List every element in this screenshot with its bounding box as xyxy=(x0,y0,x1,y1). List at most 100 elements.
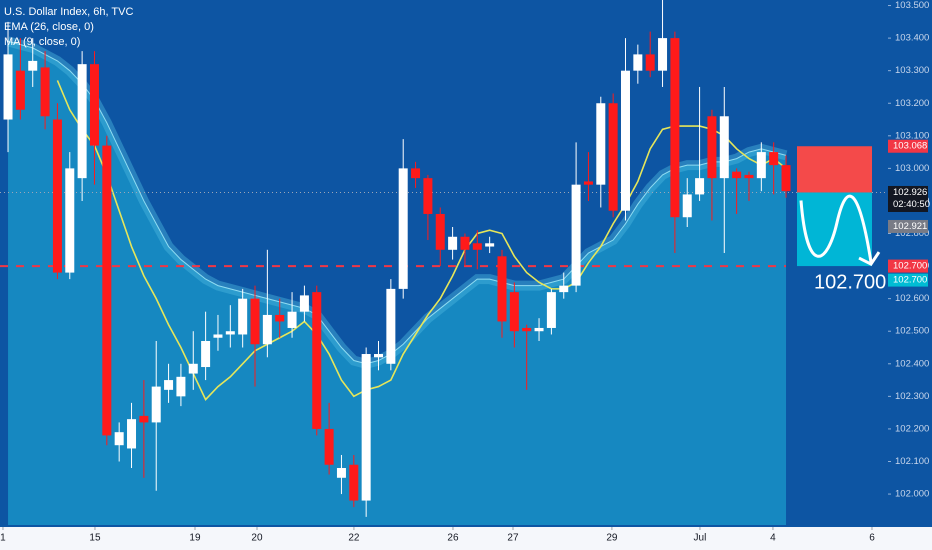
candle-body xyxy=(164,380,174,390)
candle-body xyxy=(769,152,779,166)
candle-body xyxy=(77,64,87,179)
candle-body xyxy=(423,178,433,214)
x-tick-label: 20 xyxy=(251,533,263,544)
candle-body xyxy=(546,292,556,328)
candle-body xyxy=(102,145,112,436)
x-tick-label: 4 xyxy=(770,533,776,544)
candle-body xyxy=(411,168,421,179)
candle-body xyxy=(645,54,655,71)
candle-body xyxy=(28,60,38,71)
price-badge-label: 102.926 xyxy=(893,187,927,198)
countdown: 02:40:50 xyxy=(893,199,930,210)
candle-body xyxy=(497,256,507,322)
y-tick-label: 103.500 xyxy=(895,0,929,11)
candle-body xyxy=(15,70,25,110)
candle-body xyxy=(151,386,161,423)
y-tick-label: 102.500 xyxy=(895,326,929,337)
candle-body xyxy=(571,184,581,286)
candle-body xyxy=(472,243,482,250)
candle-body xyxy=(707,116,717,179)
candle-body xyxy=(52,119,62,273)
x-tick-label: 27 xyxy=(507,533,519,544)
candle-body xyxy=(250,298,260,345)
candle-body xyxy=(608,103,618,211)
candle-body xyxy=(188,363,198,374)
candle-body xyxy=(114,432,124,446)
candle-body xyxy=(448,236,458,250)
candle-body xyxy=(201,340,211,368)
candle-body xyxy=(275,314,285,322)
candle-body xyxy=(485,243,495,247)
candle-body xyxy=(299,295,309,312)
time-axis xyxy=(0,527,932,550)
candle-body xyxy=(40,67,50,117)
y-tick-label: 102.400 xyxy=(895,358,929,369)
candle-body xyxy=(312,292,322,429)
candle-body xyxy=(583,181,593,185)
price-badge xyxy=(888,185,928,212)
y-tick-label: 103.200 xyxy=(895,98,929,109)
candle-body xyxy=(361,354,371,501)
candle-body xyxy=(633,54,643,71)
x-tick-label: 26 xyxy=(447,533,459,544)
x-tick-label: 6 xyxy=(869,533,875,544)
candle-body xyxy=(176,376,186,397)
price-badge-label: 102.700 xyxy=(893,275,927,286)
candle-body xyxy=(695,178,705,195)
y-tick-label: 102.300 xyxy=(895,391,929,402)
candle-body xyxy=(65,168,75,273)
candle-body xyxy=(374,354,384,358)
candle-body xyxy=(89,64,99,146)
candle-body xyxy=(238,298,248,335)
y-tick-label: 102.100 xyxy=(895,456,929,467)
candle-body xyxy=(559,285,569,293)
price-badge xyxy=(888,259,928,273)
price-badge-label: 103.068 xyxy=(893,141,927,152)
legend-entry: EMA (26, close, 0) xyxy=(4,21,94,33)
price-badge-label: 102.921 xyxy=(893,221,927,232)
candle-body xyxy=(336,468,346,478)
chart-title: U.S. Dollar Index, 6h, TVC xyxy=(4,6,133,18)
candle-body xyxy=(670,38,680,218)
x-tick-label: 15 xyxy=(89,533,101,544)
candle-body xyxy=(287,311,297,328)
candle-body xyxy=(349,464,359,501)
candle-body xyxy=(127,419,137,449)
x-tick-label: 1 xyxy=(0,533,6,544)
price-badge xyxy=(888,273,928,287)
candle-body xyxy=(435,213,445,250)
candle-body xyxy=(262,314,272,345)
y-tick-label: 102.600 xyxy=(895,293,929,304)
candle-body xyxy=(3,54,13,120)
x-tick-label: 29 xyxy=(606,533,618,544)
candle-body xyxy=(225,331,235,335)
plot-area xyxy=(0,0,888,525)
price-badge xyxy=(888,139,928,153)
candle-body xyxy=(213,334,223,338)
price-badge xyxy=(888,219,928,233)
candle-body xyxy=(756,152,766,179)
candle-body xyxy=(509,292,519,332)
y-tick-label: 102.800 xyxy=(895,228,929,239)
ma-line xyxy=(56,80,787,402)
candle-body xyxy=(596,103,606,185)
ema-line xyxy=(7,40,787,365)
candle-body xyxy=(732,171,742,179)
x-tick-label: 19 xyxy=(189,533,201,544)
price-badge-label: 102.700 xyxy=(893,261,927,272)
y-tick-label: 103.400 xyxy=(895,33,929,44)
y-tick-label: 102.200 xyxy=(895,423,929,434)
candle-body xyxy=(534,327,544,332)
candle-body xyxy=(386,288,396,364)
target-label: 102.700 xyxy=(814,271,886,293)
candle-body xyxy=(620,70,630,211)
y-tick-label: 103.100 xyxy=(895,130,929,141)
stop-box xyxy=(797,146,872,193)
candle-body xyxy=(781,165,791,192)
x-tick-label: 22 xyxy=(348,533,360,544)
candle-body xyxy=(744,174,754,179)
candle-body xyxy=(398,168,408,289)
